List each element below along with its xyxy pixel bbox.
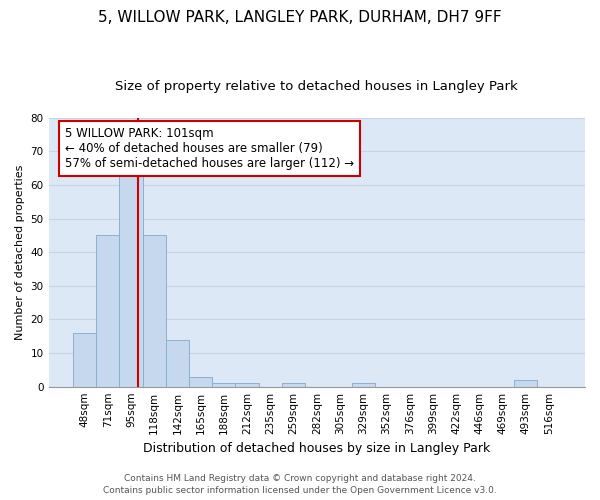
Bar (235, 384, 259, 386)
Bar (119, 158, 143, 386)
Bar (212, 384, 235, 386)
Y-axis label: Number of detached properties: Number of detached properties (15, 164, 25, 340)
Bar (166, 340, 189, 386)
Bar (282, 384, 305, 386)
Bar (143, 236, 166, 386)
Bar (96, 236, 119, 386)
Bar (514, 380, 538, 386)
Title: Size of property relative to detached houses in Langley Park: Size of property relative to detached ho… (115, 80, 518, 93)
Bar (352, 384, 375, 386)
X-axis label: Distribution of detached houses by size in Langley Park: Distribution of detached houses by size … (143, 442, 490, 455)
Text: Contains HM Land Registry data © Crown copyright and database right 2024.
Contai: Contains HM Land Registry data © Crown c… (103, 474, 497, 495)
Bar (73, 333, 96, 386)
Bar (189, 376, 212, 386)
Text: 5 WILLOW PARK: 101sqm
← 40% of detached houses are smaller (79)
57% of semi-deta: 5 WILLOW PARK: 101sqm ← 40% of detached … (65, 127, 354, 170)
Text: 5, WILLOW PARK, LANGLEY PARK, DURHAM, DH7 9FF: 5, WILLOW PARK, LANGLEY PARK, DURHAM, DH… (98, 10, 502, 25)
